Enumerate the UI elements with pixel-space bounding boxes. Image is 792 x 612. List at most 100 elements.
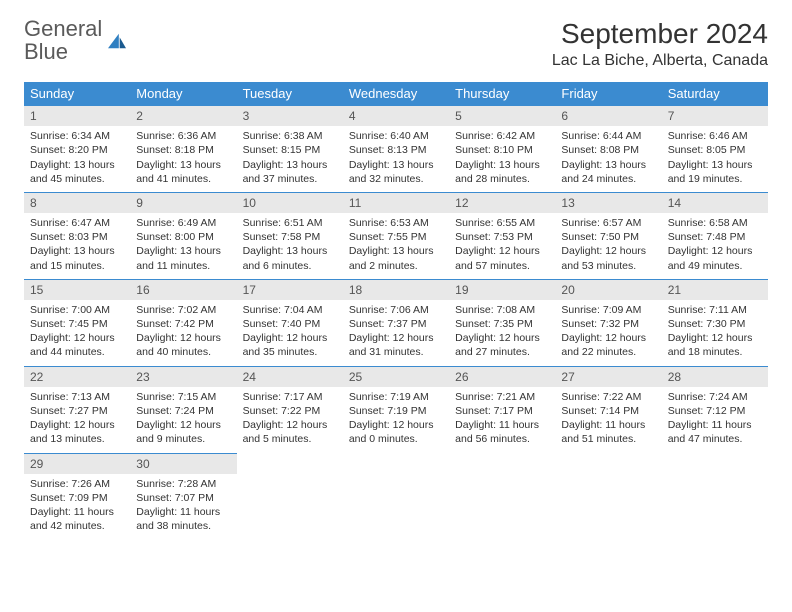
sunset-text: Sunset: 8:08 PM <box>561 143 655 157</box>
daylight-text-2: and 57 minutes. <box>455 259 549 273</box>
sunset-text: Sunset: 7:30 PM <box>668 317 762 331</box>
day-body: Sunrise: 7:13 AMSunset: 7:27 PMDaylight:… <box>24 387 130 453</box>
daylight-text: Daylight: 12 hours <box>30 331 124 345</box>
calendar-day: 22Sunrise: 7:13 AMSunset: 7:27 PMDayligh… <box>24 366 130 453</box>
sunset-text: Sunset: 7:42 PM <box>136 317 230 331</box>
calendar-week: 15Sunrise: 7:00 AMSunset: 7:45 PMDayligh… <box>24 279 768 366</box>
day-body: Sunrise: 6:57 AMSunset: 7:50 PMDaylight:… <box>555 213 661 279</box>
sunrise-text: Sunrise: 7:02 AM <box>136 303 230 317</box>
sunrise-text: Sunrise: 7:04 AM <box>243 303 337 317</box>
daylight-text: Daylight: 13 hours <box>136 244 230 258</box>
sunrise-text: Sunrise: 6:49 AM <box>136 216 230 230</box>
day-body: Sunrise: 7:26 AMSunset: 7:09 PMDaylight:… <box>24 474 130 540</box>
daylight-text: Daylight: 12 hours <box>668 244 762 258</box>
day-body: Sunrise: 7:24 AMSunset: 7:12 PMDaylight:… <box>662 387 768 453</box>
daylight-text-2: and 19 minutes. <box>668 172 762 186</box>
sunset-text: Sunset: 7:07 PM <box>136 491 230 505</box>
day-body: Sunrise: 7:06 AMSunset: 7:37 PMDaylight:… <box>343 300 449 366</box>
calendar-day: 14Sunrise: 6:58 AMSunset: 7:48 PMDayligh… <box>662 192 768 279</box>
calendar-day: 2Sunrise: 6:36 AMSunset: 8:18 PMDaylight… <box>130 105 236 192</box>
day-number: 3 <box>237 105 343 126</box>
calendar: SundayMondayTuesdayWednesdayThursdayFrid… <box>24 82 768 539</box>
weekday-sunday: Sunday <box>24 82 130 105</box>
calendar-day <box>237 453 343 540</box>
day-body: Sunrise: 7:02 AMSunset: 7:42 PMDaylight:… <box>130 300 236 366</box>
day-number: 28 <box>662 366 768 387</box>
sunrise-text: Sunrise: 6:58 AM <box>668 216 762 230</box>
sunrise-text: Sunrise: 7:19 AM <box>349 390 443 404</box>
weekday-wednesday: Wednesday <box>343 82 449 105</box>
daylight-text-2: and 32 minutes. <box>349 172 443 186</box>
sunrise-text: Sunrise: 7:24 AM <box>668 390 762 404</box>
daylight-text: Daylight: 12 hours <box>30 418 124 432</box>
sunrise-text: Sunrise: 7:09 AM <box>561 303 655 317</box>
daylight-text: Daylight: 12 hours <box>561 244 655 258</box>
daylight-text: Daylight: 13 hours <box>668 158 762 172</box>
daylight-text-2: and 28 minutes. <box>455 172 549 186</box>
day-body: Sunrise: 6:51 AMSunset: 7:58 PMDaylight:… <box>237 213 343 279</box>
weekday-thursday: Thursday <box>449 82 555 105</box>
day-number: 21 <box>662 279 768 300</box>
calendar-day: 27Sunrise: 7:22 AMSunset: 7:14 PMDayligh… <box>555 366 661 453</box>
day-number: 4 <box>343 105 449 126</box>
daylight-text-2: and 42 minutes. <box>30 519 124 533</box>
sunset-text: Sunset: 8:00 PM <box>136 230 230 244</box>
daylight-text: Daylight: 11 hours <box>30 505 124 519</box>
sunset-text: Sunset: 7:58 PM <box>243 230 337 244</box>
day-body: Sunrise: 6:44 AMSunset: 8:08 PMDaylight:… <box>555 126 661 192</box>
daylight-text-2: and 9 minutes. <box>136 432 230 446</box>
daylight-text: Daylight: 12 hours <box>561 331 655 345</box>
daylight-text-2: and 24 minutes. <box>561 172 655 186</box>
daylight-text: Daylight: 13 hours <box>136 158 230 172</box>
daylight-text: Daylight: 12 hours <box>243 418 337 432</box>
calendar-day: 8Sunrise: 6:47 AMSunset: 8:03 PMDaylight… <box>24 192 130 279</box>
calendar-day: 28Sunrise: 7:24 AMSunset: 7:12 PMDayligh… <box>662 366 768 453</box>
day-body: Sunrise: 7:28 AMSunset: 7:07 PMDaylight:… <box>130 474 236 540</box>
day-number: 22 <box>24 366 130 387</box>
calendar-day: 17Sunrise: 7:04 AMSunset: 7:40 PMDayligh… <box>237 279 343 366</box>
day-body: Sunrise: 6:38 AMSunset: 8:15 PMDaylight:… <box>237 126 343 192</box>
calendar-day: 19Sunrise: 7:08 AMSunset: 7:35 PMDayligh… <box>449 279 555 366</box>
daylight-text: Daylight: 12 hours <box>455 244 549 258</box>
calendar-body: 1Sunrise: 6:34 AMSunset: 8:20 PMDaylight… <box>24 105 768 539</box>
sunrise-text: Sunrise: 7:06 AM <box>349 303 443 317</box>
daylight-text-2: and 0 minutes. <box>349 432 443 446</box>
sunset-text: Sunset: 7:45 PM <box>30 317 124 331</box>
logo-text-general: General <box>24 16 102 41</box>
day-number: 30 <box>130 453 236 474</box>
sunset-text: Sunset: 8:05 PM <box>668 143 762 157</box>
calendar-day: 6Sunrise: 6:44 AMSunset: 8:08 PMDaylight… <box>555 105 661 192</box>
day-body: Sunrise: 6:47 AMSunset: 8:03 PMDaylight:… <box>24 213 130 279</box>
calendar-day: 20Sunrise: 7:09 AMSunset: 7:32 PMDayligh… <box>555 279 661 366</box>
sunset-text: Sunset: 7:22 PM <box>243 404 337 418</box>
sunset-text: Sunset: 7:27 PM <box>30 404 124 418</box>
weekday-tuesday: Tuesday <box>237 82 343 105</box>
sunset-text: Sunset: 7:50 PM <box>561 230 655 244</box>
sunrise-text: Sunrise: 6:55 AM <box>455 216 549 230</box>
sunrise-text: Sunrise: 7:13 AM <box>30 390 124 404</box>
sunrise-text: Sunrise: 6:57 AM <box>561 216 655 230</box>
sunset-text: Sunset: 7:09 PM <box>30 491 124 505</box>
daylight-text-2: and 5 minutes. <box>243 432 337 446</box>
daylight-text-2: and 2 minutes. <box>349 259 443 273</box>
calendar-day: 29Sunrise: 7:26 AMSunset: 7:09 PMDayligh… <box>24 453 130 540</box>
sunrise-text: Sunrise: 7:08 AM <box>455 303 549 317</box>
daylight-text: Daylight: 13 hours <box>30 244 124 258</box>
sunset-text: Sunset: 7:35 PM <box>455 317 549 331</box>
calendar-day: 15Sunrise: 7:00 AMSunset: 7:45 PMDayligh… <box>24 279 130 366</box>
calendar-day: 1Sunrise: 6:34 AMSunset: 8:20 PMDaylight… <box>24 105 130 192</box>
calendar-day: 24Sunrise: 7:17 AMSunset: 7:22 PMDayligh… <box>237 366 343 453</box>
daylight-text-2: and 44 minutes. <box>30 345 124 359</box>
sunrise-text: Sunrise: 6:46 AM <box>668 129 762 143</box>
day-number: 19 <box>449 279 555 300</box>
daylight-text: Daylight: 12 hours <box>136 418 230 432</box>
day-body: Sunrise: 7:15 AMSunset: 7:24 PMDaylight:… <box>130 387 236 453</box>
day-number: 26 <box>449 366 555 387</box>
daylight-text-2: and 41 minutes. <box>136 172 230 186</box>
calendar-week: 29Sunrise: 7:26 AMSunset: 7:09 PMDayligh… <box>24 453 768 540</box>
calendar-day: 5Sunrise: 6:42 AMSunset: 8:10 PMDaylight… <box>449 105 555 192</box>
sunrise-text: Sunrise: 6:40 AM <box>349 129 443 143</box>
day-number: 18 <box>343 279 449 300</box>
daylight-text: Daylight: 13 hours <box>243 244 337 258</box>
sunrise-text: Sunrise: 7:26 AM <box>30 477 124 491</box>
